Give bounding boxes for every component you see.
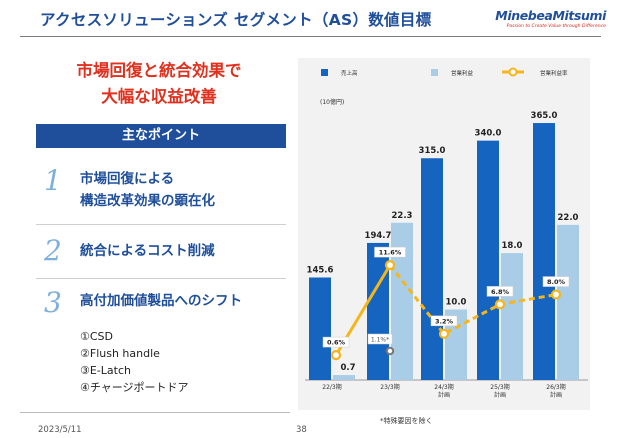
- footer-date: 2023/5/11: [38, 425, 82, 435]
- margin-value-label: 11.6%: [379, 249, 402, 257]
- op-profit-bar: [391, 222, 413, 380]
- op-profit-value-label: 10.0: [446, 298, 467, 308]
- point-1-line-2: 構造改革効果の顕在化: [80, 193, 215, 209]
- op-profit-bar: [557, 224, 579, 380]
- product-item: ③E-Latch: [80, 364, 131, 377]
- adjusted-margin-marker: [385, 346, 395, 356]
- margin-marker: [384, 260, 396, 271]
- margin-label-box: [542, 276, 570, 287]
- adjusted-margin-label: 1.1%*: [371, 337, 389, 344]
- op-profit-bar: [445, 309, 467, 380]
- legend-swatch: [431, 69, 438, 76]
- product-list: ①CSD ②Flush handle ③E-Latch ④チャージポートドア: [80, 328, 189, 396]
- sales-bar: [421, 158, 443, 380]
- product-item: ①CSD: [80, 330, 113, 343]
- product-item: ②Flush handle: [80, 347, 160, 360]
- point-divider: [36, 278, 286, 279]
- legend-marker: [508, 67, 518, 77]
- sales-value-label: 315.0: [419, 146, 446, 156]
- margin-label-box: [486, 286, 514, 297]
- op-profit-value-label: 18.0: [502, 241, 523, 251]
- legend-label: 営業利益: [451, 69, 474, 77]
- op-profit-value-label: 22.3: [392, 211, 413, 221]
- logo-tagline: Passion to Create Value through Differen…: [506, 24, 606, 29]
- point-3-line-1: 高付加価値製品へのシフト: [80, 293, 242, 309]
- margin-marker: [438, 328, 450, 339]
- slide-title: アクセスソリューションズ セグメント（AS）数値目標: [40, 11, 432, 29]
- legend-label: 営業利益率: [540, 69, 568, 77]
- product-item: ④チャージポートドア: [80, 381, 189, 394]
- op-profit-value-label: 0.7: [340, 363, 355, 373]
- op-profit-value-label: 22.0: [558, 213, 579, 223]
- point-2-line-1: 統合によるコスト削減: [80, 243, 215, 259]
- category-label: 26/3期: [546, 383, 565, 391]
- sales-value-label: 194.7: [365, 231, 392, 241]
- margin-label-box: [322, 336, 350, 348]
- page-number: 38: [296, 425, 307, 435]
- headline-line-2: 大幅な収益改善: [101, 87, 217, 106]
- margin-label-box: [430, 315, 458, 327]
- margin-marker: [330, 349, 342, 361]
- op-profit-bar: [333, 375, 355, 380]
- title-divider: [20, 36, 601, 37]
- adjusted-margin-label-box: [367, 333, 393, 345]
- sales-value-label: 365.0: [531, 111, 558, 121]
- logo-name: MinebeaMitsumi: [495, 8, 606, 23]
- margin-line-plan: [388, 264, 557, 336]
- headline: 市場回復と統合効果で 大幅な収益改善: [36, 58, 282, 110]
- margin-label-box: [374, 246, 406, 258]
- legend-label: 売上高: [341, 69, 358, 77]
- category-label: 25/3期: [490, 383, 509, 391]
- chart-footnote: *特殊要因を除く: [380, 417, 433, 425]
- point-1-line-1: 市場回復による: [80, 171, 175, 187]
- company-logo: MinebeaMitsumi Passion to Create Value t…: [484, 8, 606, 29]
- bottom-divider: [20, 412, 290, 413]
- margin-marker: [494, 299, 506, 310]
- margin-value-label: 8.0%: [547, 278, 566, 286]
- category-sublabel: 計画: [494, 391, 506, 399]
- points-header: 主なポイント: [36, 124, 286, 148]
- chart-unit-label: (10億円): [320, 98, 344, 106]
- margin-value-label: 6.8%: [491, 288, 510, 296]
- sales-bar: [533, 123, 555, 380]
- point-divider: [36, 224, 286, 225]
- category-label: 24/3期: [434, 383, 453, 391]
- headline-line-1: 市場回復と統合効果で: [76, 61, 242, 80]
- margin-value-label: 3.2%: [435, 317, 454, 325]
- category-sublabel: 計画: [438, 391, 450, 399]
- category-sublabel: 計画: [550, 391, 562, 399]
- point-1-number: 1: [44, 164, 62, 197]
- sales-value-label: 145.6: [307, 265, 334, 275]
- margin-marker: [550, 289, 562, 300]
- sales-bar: [477, 140, 499, 380]
- category-label: 22/3期: [322, 383, 341, 391]
- sales-value-label: 340.0: [475, 129, 502, 139]
- sales-bar: [309, 277, 331, 380]
- op-profit-bar: [501, 253, 523, 380]
- point-2-number: 2: [44, 234, 62, 267]
- category-label: 23/3期: [380, 383, 399, 391]
- margin-value-label: 0.6%: [327, 339, 346, 347]
- point-3-number: 3: [44, 286, 62, 319]
- legend-swatch: [321, 69, 328, 76]
